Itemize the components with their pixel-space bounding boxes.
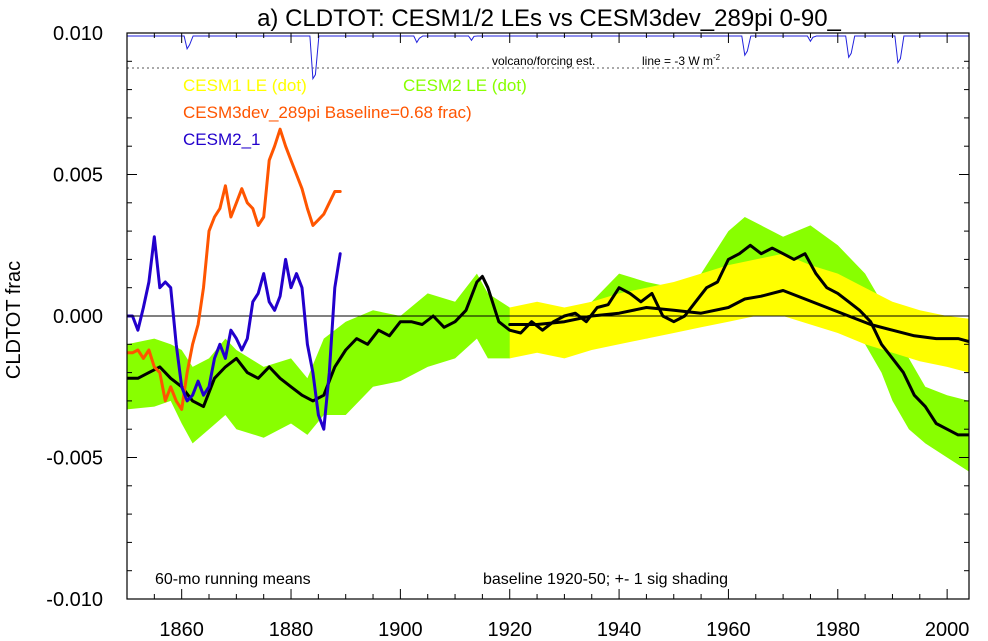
x-tick-label: 1900 xyxy=(378,619,423,641)
series-line-cesm1-le-mean xyxy=(508,289,969,343)
y-axis-label: CLDTOT frac xyxy=(3,261,25,379)
x-tick-label: 2000 xyxy=(925,619,970,641)
y-tick-label: -0.010 xyxy=(46,589,103,611)
x-tick-label: 1960 xyxy=(706,619,751,641)
legend-cesm3dev: CESM3dev_289pi Baseline=0.68 frac) xyxy=(183,103,472,122)
x-tick-label: 1860 xyxy=(159,619,204,641)
volcano-forcing-line xyxy=(127,35,969,81)
x-tick-label: 1920 xyxy=(487,619,532,641)
volcano-line-label-sup: -2 xyxy=(713,53,721,62)
x-tick-label: 1980 xyxy=(816,619,861,641)
volcano-label: volcano/forcing est. xyxy=(492,54,595,68)
x-tick-label: 1880 xyxy=(269,619,314,641)
y-tick-label: -0.005 xyxy=(46,448,103,470)
series-lines xyxy=(127,127,969,437)
running-mean-note: 60-mo running means xyxy=(155,571,311,588)
chart-title: a) CLDTOT: CESM1/2 LEs vs CESM3dev_289pi… xyxy=(257,5,841,32)
x-tick-label: 1940 xyxy=(597,619,642,641)
volcano-line-label: line = -3 W m-2 xyxy=(642,53,721,68)
y-tick-label: 0.000 xyxy=(53,306,103,328)
y-tick-label: 0.005 xyxy=(53,165,103,187)
legend-cesm2-le: CESM2 LE (dot) xyxy=(403,76,527,95)
legend-cesm2-1: CESM2_1 xyxy=(183,130,260,149)
band-cesm1-le xyxy=(509,253,969,373)
shading-bands xyxy=(127,217,969,472)
axis-ticks: 1860 1880 1900 1920 1940 1960 1980 2000 -0.010 -0… xyxy=(46,23,969,641)
volcano-forcing xyxy=(127,35,969,81)
legend-cesm1-le: CESM1 LE (dot) xyxy=(183,76,307,95)
y-tick-label: 0.010 xyxy=(53,23,103,45)
series-line-cesm2-le-mean xyxy=(127,243,969,437)
series-line-cesm2-1 xyxy=(127,235,342,431)
volcano-line-label-text: line = -3 W m xyxy=(642,54,713,68)
series-line-cesm3dev-289pi xyxy=(127,127,342,411)
baseline-note: baseline 1920-50; +- 1 sig shading xyxy=(483,571,728,588)
